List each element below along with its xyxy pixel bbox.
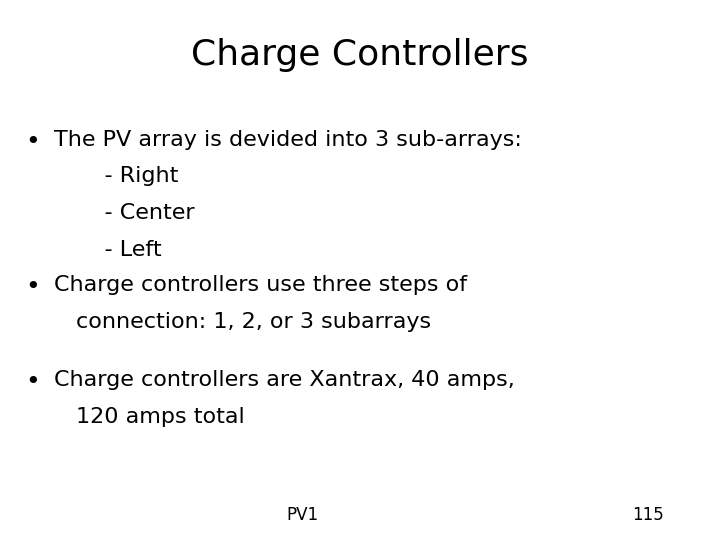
Text: Charge Controllers: Charge Controllers	[192, 38, 528, 72]
Text: - Center: - Center	[76, 203, 194, 223]
Text: Charge controllers are Xantrax, 40 amps,: Charge controllers are Xantrax, 40 amps,	[54, 370, 515, 390]
Text: 115: 115	[632, 506, 664, 524]
Text: The PV array is devided into 3 sub-arrays:: The PV array is devided into 3 sub-array…	[54, 130, 522, 150]
Text: - Right: - Right	[76, 166, 178, 186]
Text: 120 amps total: 120 amps total	[76, 407, 244, 427]
Text: •: •	[25, 275, 40, 299]
Text: - Left: - Left	[76, 240, 161, 260]
Text: Charge controllers use three steps of: Charge controllers use three steps of	[54, 275, 467, 295]
Text: •: •	[25, 370, 40, 394]
Text: •: •	[25, 130, 40, 153]
Text: PV1: PV1	[287, 506, 318, 524]
Text: connection: 1, 2, or 3 subarrays: connection: 1, 2, or 3 subarrays	[76, 312, 431, 332]
